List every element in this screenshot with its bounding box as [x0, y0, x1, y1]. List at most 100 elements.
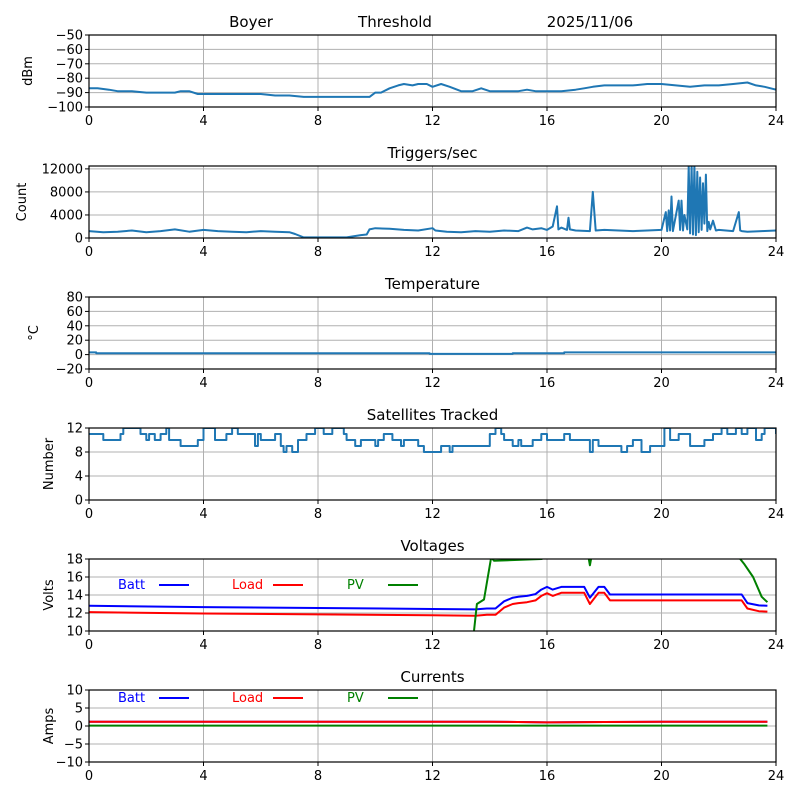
- x-tick-label: 4: [199, 245, 207, 260]
- series-line-pv: [473, 559, 769, 631]
- y-tick-label: 0: [75, 720, 83, 735]
- chart-panel-2: 0 4 8 12 16 20 24 0 4000 8000 12000 Triggers/sec Cou…: [15, 144, 784, 260]
- legend-label-batt: Batt: [118, 691, 145, 706]
- chart-panel-1: 0 4 8 12 16 20 24 −100−90−80−70−60−50 dBm: [21, 29, 784, 130]
- x-tick-label: 0: [85, 769, 93, 784]
- y-tick-label: 12: [66, 422, 83, 437]
- y-tick-label: −80: [56, 72, 83, 87]
- y-tick-label: −20: [56, 363, 83, 378]
- x-tick-label: 16: [539, 769, 556, 784]
- x-tick-label: 12: [424, 245, 441, 260]
- series-line-signal: [89, 81, 776, 98]
- x-tick-label: 24: [768, 114, 785, 129]
- chart-panel-4: 0 4 8 12 16 20 24 0 4 8 12 Satellites Tracked Number: [42, 406, 784, 522]
- x-tick-label: 24: [768, 245, 785, 260]
- y-tick-label: 20: [66, 334, 83, 349]
- y-tick-label: −70: [56, 57, 83, 72]
- chart-title: Satellites Tracked: [367, 406, 498, 424]
- x-tick-label: 16: [539, 245, 556, 260]
- x-tick-label: 8: [314, 507, 322, 522]
- y-tick-label: 5: [75, 702, 83, 717]
- x-tick-label: 20: [653, 114, 670, 129]
- legend-label-load: Load: [232, 578, 263, 593]
- y-tick-label: 12: [66, 607, 83, 622]
- x-tick-label: 16: [539, 114, 556, 129]
- x-tick-label: 8: [314, 638, 322, 653]
- x-tick-label: 16: [539, 638, 556, 653]
- x-tick-label: 0: [85, 114, 93, 129]
- y-tick-label: 14: [66, 589, 83, 604]
- chart-title: Temperature: [384, 275, 480, 293]
- x-tick-label: 8: [314, 245, 322, 260]
- chart-title: Triggers/sec: [387, 144, 478, 162]
- x-tick-label: 0: [85, 507, 93, 522]
- series-line-temperature: [89, 351, 776, 355]
- header-station: Boyer: [229, 13, 274, 31]
- x-tick-label: 20: [653, 245, 670, 260]
- header-date: 2025/11/06: [547, 13, 633, 31]
- y-axis-label: °C: [27, 325, 42, 341]
- x-tick-label: 12: [424, 638, 441, 653]
- x-tick-label: 4: [199, 114, 207, 129]
- y-axis-label: Amps: [42, 707, 57, 744]
- series-line-triggers: [89, 166, 776, 238]
- x-tick-label: 16: [539, 376, 556, 391]
- x-tick-label: 0: [85, 245, 93, 260]
- y-tick-label: 10: [66, 684, 83, 699]
- header-mode: Threshold: [357, 13, 432, 31]
- legend-label-pv: PV: [347, 578, 364, 593]
- legend-label-pv: PV: [347, 691, 364, 706]
- y-axis-label: Number: [42, 437, 57, 490]
- x-tick-label: 12: [424, 769, 441, 784]
- y-tick-label: 0: [75, 494, 83, 509]
- x-tick-label: 20: [653, 769, 670, 784]
- x-tick-label: 0: [85, 376, 93, 391]
- x-tick-label: 8: [314, 769, 322, 784]
- x-tick-label: 8: [314, 114, 322, 129]
- x-tick-label: 20: [653, 638, 670, 653]
- y-tick-label: −100: [47, 101, 83, 116]
- y-tick-label: 40: [66, 319, 83, 334]
- legend-label-batt: Batt: [118, 578, 145, 593]
- y-tick-label: −60: [56, 43, 83, 58]
- y-tick-label: 8000: [50, 185, 83, 200]
- x-tick-label: 12: [424, 376, 441, 391]
- y-tick-label: 80: [66, 291, 83, 306]
- y-tick-label: 4: [75, 470, 83, 485]
- y-tick-label: −5: [64, 738, 83, 753]
- x-tick-label: 4: [199, 638, 207, 653]
- y-tick-label: 18: [66, 553, 83, 568]
- series-line-load: [89, 720, 768, 724]
- x-tick-label: 16: [539, 507, 556, 522]
- y-tick-label: −90: [56, 86, 83, 101]
- y-tick-label: 16: [66, 571, 83, 586]
- y-tick-label: −50: [56, 29, 83, 44]
- legend-label-load: Load: [232, 691, 263, 706]
- y-axis-label: dBm: [21, 56, 36, 86]
- x-tick-label: 24: [768, 638, 785, 653]
- y-tick-label: 0: [75, 232, 83, 247]
- y-tick-label: 4000: [50, 208, 83, 223]
- y-tick-label: 12000: [42, 162, 83, 177]
- y-tick-label: 10: [66, 625, 83, 640]
- chart-panel-6: 0 4 8 12 16 20 24 −10 −5 0 5 10 Currents Amps Batt Load…: [42, 668, 784, 784]
- chart-panel-5: 0 4 8 12 16 20 24 10 12 14 16 18 Voltages Volts Batt Lo…: [42, 537, 784, 653]
- chart-title: Voltages: [400, 537, 464, 555]
- x-tick-label: 20: [653, 507, 670, 522]
- x-tick-label: 4: [199, 507, 207, 522]
- chart-title: Currents: [400, 668, 464, 686]
- y-tick-label: 0: [75, 348, 83, 363]
- series-line-satellites: [89, 428, 776, 453]
- y-tick-label: 8: [75, 446, 83, 461]
- x-tick-label: 8: [314, 376, 322, 391]
- x-tick-label: 24: [768, 376, 785, 391]
- x-tick-label: 12: [424, 114, 441, 129]
- y-axis-label: Volts: [42, 579, 57, 611]
- x-tick-label: 12: [424, 507, 441, 522]
- x-tick-label: 4: [199, 376, 207, 391]
- y-tick-label: −10: [56, 756, 83, 771]
- x-tick-label: 24: [768, 507, 785, 522]
